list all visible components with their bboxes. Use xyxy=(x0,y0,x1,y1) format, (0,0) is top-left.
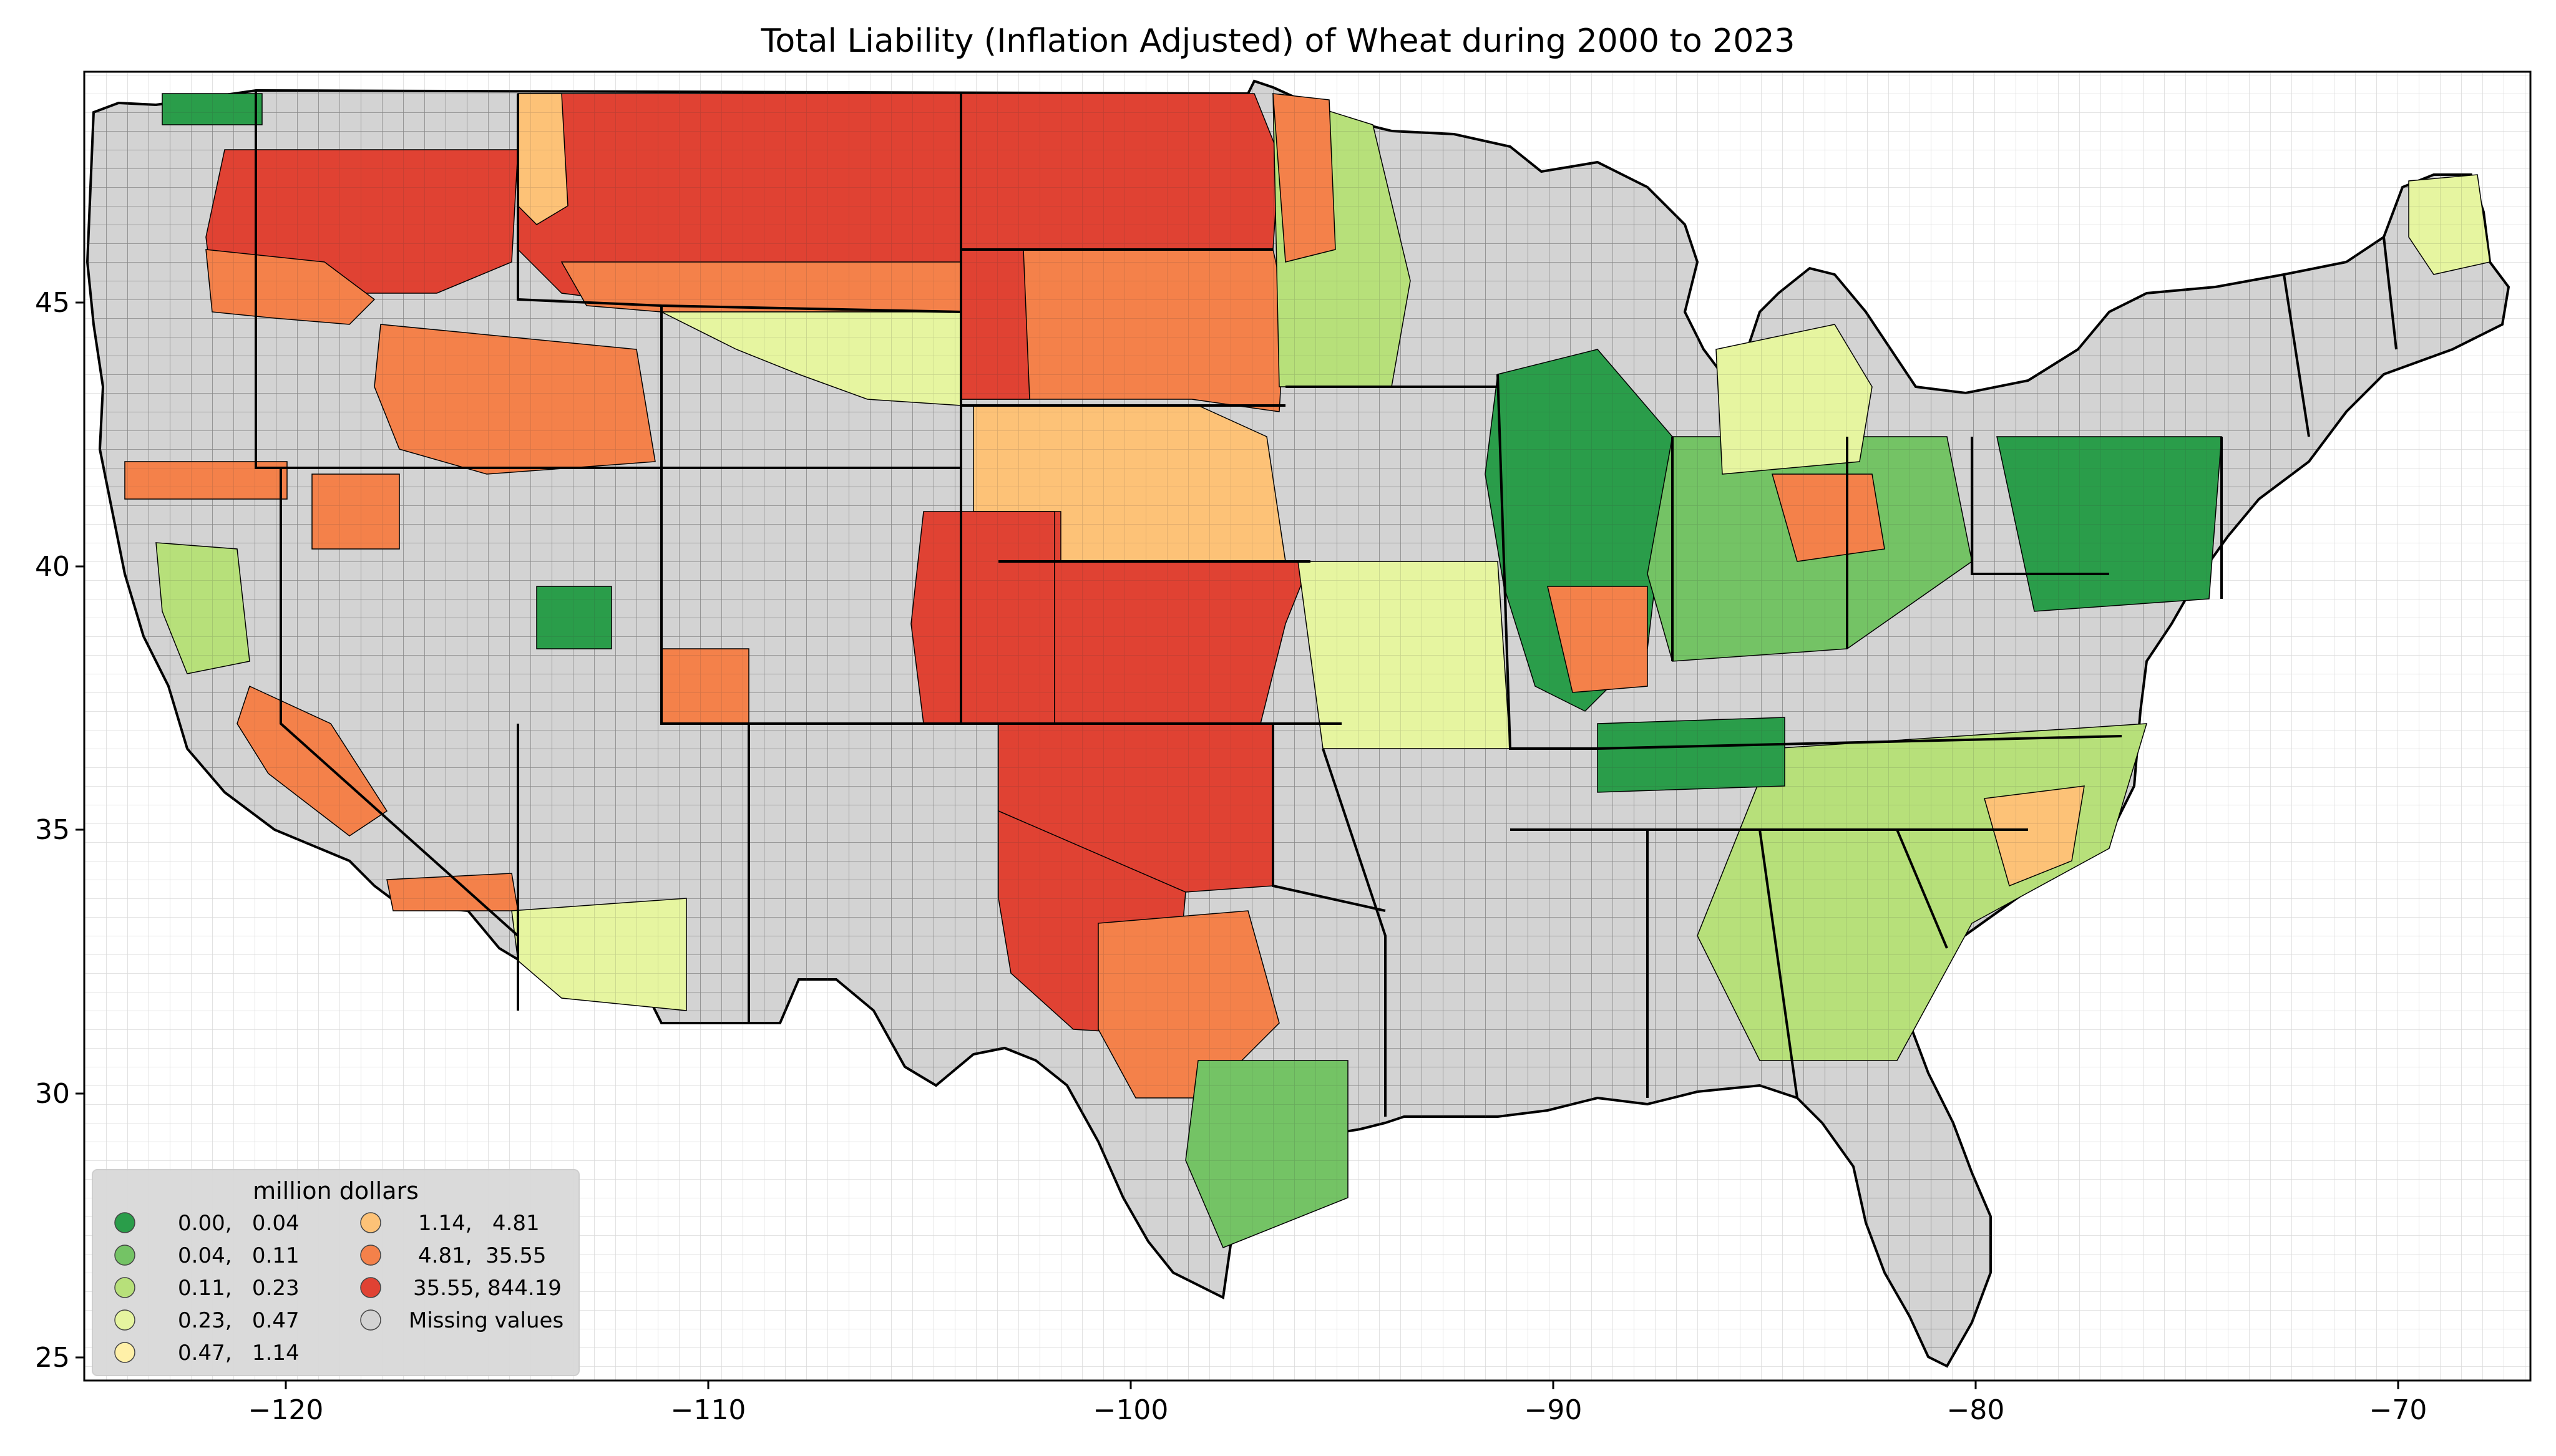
legend-swatch xyxy=(360,1245,381,1266)
legend-swatch xyxy=(114,1309,135,1331)
y-tick-label: 35 xyxy=(35,814,70,846)
map-title: Total Liability (Inflation Adjusted) of … xyxy=(761,22,1795,60)
x-axis xyxy=(285,1381,2399,1389)
legend-swatch xyxy=(360,1212,381,1233)
legend-item: 0.04, 0.11 xyxy=(114,1243,300,1268)
legend: million dollars 0.00, 0.04 0.04, 0.11 0.… xyxy=(92,1169,580,1376)
legend-swatch xyxy=(360,1309,381,1331)
legend-label: 0.04, 0.11 xyxy=(178,1243,300,1268)
legend-item: 35.55, 844.19 xyxy=(360,1276,562,1301)
state-boundaries xyxy=(255,90,2397,1117)
x-tick-label: −110 xyxy=(671,1394,746,1426)
legend-label: 0.11, 0.23 xyxy=(178,1276,300,1301)
y-tick-label: 45 xyxy=(35,287,70,319)
legend-item: 1.14, 4.81 xyxy=(360,1211,540,1236)
legend-item: 0.47, 1.14 xyxy=(114,1341,300,1366)
legend-label: 4.81, 35.55 xyxy=(418,1243,546,1268)
legend-label: 0.47, 1.14 xyxy=(178,1341,300,1366)
x-tick-label: −90 xyxy=(1524,1394,1583,1426)
legend-item: Missing values xyxy=(360,1308,563,1333)
y-tick-labels: 25 30 35 40 45 xyxy=(35,287,70,1374)
legend-item: 0.11, 0.23 xyxy=(114,1276,300,1301)
map-layer xyxy=(84,72,2530,1381)
legend-item: 0.23, 0.47 xyxy=(114,1308,300,1333)
legend-swatch xyxy=(114,1245,135,1266)
x-tick-labels: −120 −110 −100 −90 −80 −70 xyxy=(248,1394,2427,1426)
y-tick-label: 30 xyxy=(35,1078,70,1110)
legend-swatch xyxy=(114,1342,135,1363)
legend-label: 0.00, 0.04 xyxy=(178,1211,300,1236)
legend-title: million dollars xyxy=(253,1177,419,1205)
legend-box xyxy=(92,1169,580,1376)
legend-swatch xyxy=(360,1277,381,1298)
legend-item: 0.00, 0.04 xyxy=(114,1211,300,1236)
legend-item: 4.81, 35.55 xyxy=(360,1243,546,1268)
y-tick-label: 25 xyxy=(35,1342,70,1374)
legend-label: 0.23, 0.47 xyxy=(178,1308,300,1333)
legend-swatch xyxy=(114,1277,135,1298)
legend-swatch xyxy=(114,1212,135,1233)
x-tick-label: −100 xyxy=(1093,1394,1169,1426)
legend-label: 35.55, 844.19 xyxy=(413,1276,562,1301)
x-tick-label: −70 xyxy=(2369,1394,2427,1426)
y-tick-label: 40 xyxy=(35,551,70,583)
legend-label: 1.14, 4.81 xyxy=(418,1211,540,1236)
legend-label: Missing values xyxy=(409,1308,563,1333)
y-axis xyxy=(76,301,84,1359)
x-tick-label: −120 xyxy=(248,1394,324,1426)
x-tick-label: −80 xyxy=(1947,1394,2005,1426)
